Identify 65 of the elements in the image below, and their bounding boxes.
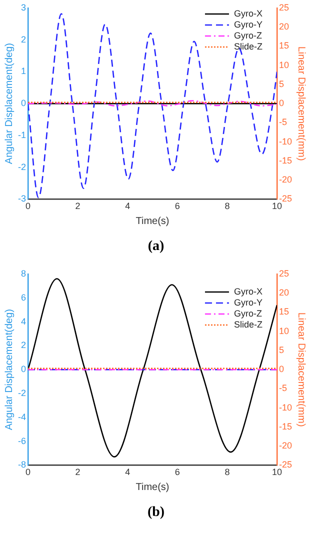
- y2-tick-label: 10: [278, 326, 290, 336]
- line-series: [28, 278, 277, 458]
- x-tick-label: 8: [224, 467, 230, 478]
- y-tick-label: -4: [18, 412, 26, 422]
- x-tick-label: 4: [125, 201, 130, 212]
- y2-tick-label: 5: [278, 78, 284, 89]
- y-tick-label: 0: [20, 98, 26, 108]
- x-tick-label: 8: [224, 201, 230, 212]
- y2-tick-label: 20: [278, 22, 290, 32]
- legend-label: Slide-Z: [234, 41, 263, 52]
- y2-tick-label: -10: [278, 136, 292, 146]
- y-tick-label: 4: [20, 316, 26, 326]
- legend-label: Gyro-Z: [234, 30, 262, 40]
- y2-tick-label: -25: [278, 194, 292, 204]
- text: (b): [146, 504, 166, 522]
- y-tick-label: -3: [18, 194, 26, 204]
- x-tick-label: 2: [75, 467, 80, 478]
- y2-axis-title: Linear Displacement(mm): [295, 46, 306, 161]
- x-tick-label: 10: [272, 201, 282, 212]
- y2-tick-label: -15: [278, 421, 292, 432]
- y-tick-label: -2: [18, 388, 26, 398]
- legend-label: Gyro-Y: [234, 19, 263, 30]
- y-axis-title: Angular Displacement(deg): [4, 309, 15, 430]
- x-tick-label: 6: [174, 467, 180, 478]
- y-tick-label: -2: [18, 162, 26, 172]
- y-axis-title: Angular Displacement(deg): [4, 43, 15, 164]
- legend-label: Gyro-Y: [234, 297, 263, 308]
- y-tick-label: 8: [20, 268, 26, 278]
- y-tick-label: 3: [20, 2, 26, 12]
- y-tick-label: -1: [18, 130, 26, 140]
- y-tick-label: -8: [18, 460, 26, 470]
- y-tick-label: 6: [20, 292, 26, 302]
- y2-tick-label: -10: [278, 402, 292, 412]
- x-tick-label: 2: [75, 201, 80, 212]
- y2-axis-title: Linear Displacement(mm): [295, 312, 306, 427]
- y2-tick-label: 15: [278, 40, 290, 51]
- legend-label: Gyro-X: [234, 8, 263, 18]
- y2-tick-label: 20: [278, 288, 290, 298]
- y2-tick-label: -15: [278, 155, 292, 166]
- y2-tick-label: 5: [278, 344, 284, 355]
- legend-label: Gyro-X: [234, 286, 263, 296]
- y2-tick-label: -5: [278, 117, 288, 128]
- y2-tick-label: 15: [278, 306, 290, 317]
- x-tick-label: 6: [174, 201, 180, 212]
- x-tick-label: 4: [125, 467, 130, 478]
- y-tick-label: 2: [20, 34, 26, 44]
- x-axis-title: Time(s): [136, 482, 170, 493]
- text: (a): [146, 238, 166, 256]
- y-tick-label: 1: [20, 66, 26, 76]
- x-tick-label: 10: [272, 467, 282, 478]
- y2-tick-label: -5: [278, 383, 288, 394]
- y2-tick-label: -20: [278, 440, 292, 451]
- legend-label: Gyro-Z: [234, 308, 262, 318]
- y-tick-label: -6: [18, 436, 26, 446]
- y2-tick-label: -20: [278, 174, 292, 185]
- y-tick-label: 0: [20, 364, 26, 374]
- y2-tick-label: 25: [278, 2, 290, 12]
- y2-tick-label: 10: [278, 60, 290, 70]
- y-tick-label: 2: [20, 340, 26, 350]
- y2-tick-label: 0: [278, 364, 284, 374]
- x-axis-title: Time(s): [136, 216, 170, 227]
- y2-tick-label: 25: [278, 268, 290, 278]
- y2-tick-label: 0: [278, 98, 284, 108]
- y2-tick-label: -25: [278, 460, 292, 470]
- legend-label: Slide-Z: [234, 319, 263, 330]
